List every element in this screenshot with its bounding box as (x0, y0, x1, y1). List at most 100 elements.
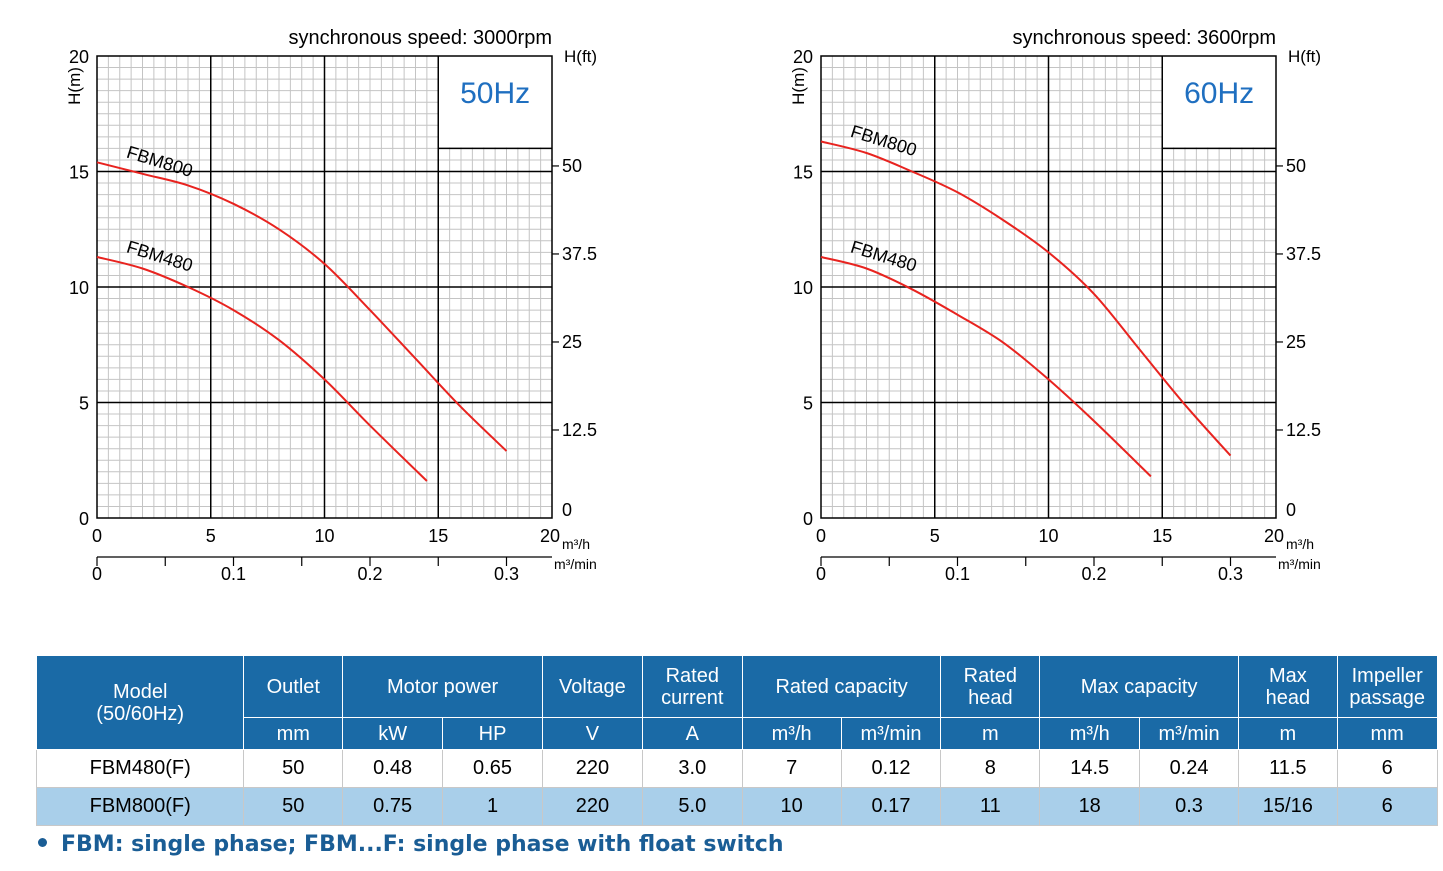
footnote-text: FBM: single phase; FBM...F: single phase… (61, 832, 784, 857)
chart-title: synchronous speed: 3600rpm (1013, 27, 1277, 49)
y-right-tick-label: 25 (1286, 332, 1306, 352)
x-axis-label: m³/h (1286, 536, 1314, 552)
y-right-tick-label: 50 (562, 156, 582, 176)
badge-box (1162, 56, 1276, 148)
secondary-tick-label: 0.2 (357, 564, 382, 584)
header-max-head: Max head (1237, 655, 1338, 718)
frequency-badge: 50Hz (460, 77, 530, 110)
curve-fbm480 (96, 256, 428, 482)
header-voltage: Voltage (541, 655, 643, 718)
table-cell: 0.12 (840, 749, 942, 788)
x-tick-label: 15 (428, 526, 448, 546)
x-axis-label: m³/h (562, 536, 590, 552)
table-cell: 0.3 (1139, 787, 1239, 826)
table-cell: 3.0 (641, 749, 743, 788)
y-tick-label: 10 (69, 278, 89, 298)
y-tick-label: 0 (803, 509, 813, 529)
table-cell: 0.17 (840, 787, 942, 826)
table-cell: 0.24 (1139, 749, 1239, 788)
y-tick-label: 15 (69, 163, 89, 183)
unit-cell: V (541, 717, 643, 750)
y-tick-label: 5 (803, 394, 813, 414)
table-row: FBM800(F) 50 0.75 1 220 5.0 10 0.17 11 1… (35, 787, 1438, 826)
y-right-tick-label: 25 (562, 332, 582, 352)
y-tick-label: 20 (793, 47, 813, 67)
secondary-tick-label: 0.3 (494, 564, 519, 584)
y-axis-label: H(m) (789, 67, 808, 105)
header-model: Model (50/60Hz) (35, 655, 245, 750)
x-tick-label: 10 (1038, 526, 1058, 546)
unit-cell: m (1237, 717, 1338, 750)
table-cell: 18 (1039, 787, 1141, 826)
secondary-tick-label: 0.1 (221, 564, 246, 584)
header-impeller-passage: Impeller passage (1336, 655, 1438, 718)
unit-cell: kW (342, 717, 444, 750)
table-cell: 6 (1336, 787, 1438, 826)
unit-cell: m³/h (741, 717, 842, 750)
y-right-axis-label: H(ft) (564, 47, 597, 66)
table-cell: 14.5 (1039, 749, 1141, 788)
plot-frame (96, 55, 553, 519)
unit-cell: m³/min (1139, 717, 1239, 750)
table-cell: 0.75 (342, 787, 444, 826)
footnote: FBM: single phase; FBM...F: single phase… (38, 832, 784, 857)
y-right-tick-label: 0 (562, 500, 572, 520)
table-cell: 11 (940, 787, 1041, 826)
y-right-tick-label: 12.5 (562, 420, 597, 440)
unit-cell: mm (1336, 717, 1438, 750)
curve-fbm800 (96, 161, 508, 452)
x-tick-label: 0 (816, 526, 826, 546)
secondary-tick-label: 0.3 (1218, 564, 1243, 584)
x-tick-label: 5 (206, 526, 216, 546)
y-right-tick-label: 37.5 (1286, 244, 1321, 264)
y-right-tick-label: 37.5 (562, 244, 597, 264)
table-cell: 15/16 (1237, 787, 1338, 826)
x-tick-label: 5 (930, 526, 940, 546)
chart-title: synchronous speed: 3000rpm (289, 27, 553, 49)
table-cell: 0.48 (342, 749, 444, 788)
y-tick-label: 15 (793, 163, 813, 183)
table-cell: 50 (243, 787, 344, 826)
secondary-axis-label: m³/min (1278, 556, 1321, 572)
secondary-tick-label: 0 (816, 564, 826, 584)
y-right-axis-label: H(ft) (1288, 47, 1321, 66)
secondary-tick-label: 0.1 (945, 564, 970, 584)
table-cell: FBM480(F) (35, 749, 245, 788)
series-label: FBM800 (124, 142, 195, 181)
header-rated-head: Rated head (940, 655, 1041, 718)
unit-cell: A (641, 717, 743, 750)
series-label: FBM480 (124, 237, 195, 276)
y-tick-label: 10 (793, 278, 813, 298)
header-rated-capacity: Rated capacity (741, 655, 942, 718)
table-cell: 8 (940, 749, 1041, 788)
secondary-tick-label: 0.2 (1081, 564, 1106, 584)
table-row: FBM480(F) 50 0.48 0.65 220 3.0 7 0.12 8 … (35, 749, 1438, 788)
table-cell: 11.5 (1237, 749, 1338, 788)
spec-table: Model (50/60Hz) Outlet Motor power Voltag… (35, 655, 1438, 826)
y-tick-label: 5 (79, 394, 89, 414)
header-max-capacity: Max capacity (1039, 655, 1239, 718)
table-cell: 1 (442, 787, 543, 826)
table-cell: 50 (243, 749, 344, 788)
table-cell: 7 (741, 749, 842, 788)
table-cell: 5.0 (641, 787, 743, 826)
y-tick-label: 20 (69, 47, 89, 67)
header-outlet: Outlet (243, 655, 344, 718)
y-right-tick-label: 0 (1286, 500, 1296, 520)
badge-box (438, 56, 552, 148)
header-rated-current: Rated current (641, 655, 743, 718)
x-tick-label: 10 (314, 526, 334, 546)
header-motor-power: Motor power (342, 655, 543, 718)
unit-cell: HP (442, 717, 543, 750)
x-tick-label: 0 (92, 526, 102, 546)
y-right-tick-label: 12.5 (1286, 420, 1321, 440)
bullet-icon (38, 837, 47, 847)
series-label: FBM800 (848, 121, 919, 160)
frequency-badge: 60Hz (1184, 77, 1254, 110)
table-cell: 10 (741, 787, 842, 826)
y-axis-label: H(m) (65, 67, 84, 105)
x-tick-label: 15 (1152, 526, 1172, 546)
y-right-tick-label: 50 (1286, 156, 1306, 176)
